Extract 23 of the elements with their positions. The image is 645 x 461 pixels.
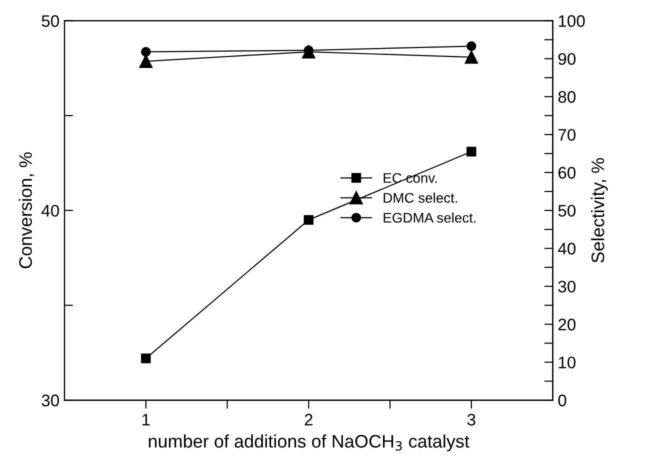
y2-tick-label: 40 — [558, 242, 576, 255]
legend-label: DMC select. — [384, 192, 457, 203]
x-tick-label: 2 — [304, 414, 312, 426]
x-tick-label: 3 — [467, 414, 476, 426]
y-tick-label: 40 — [41, 204, 59, 217]
y2-tick-label: 100 — [558, 15, 585, 27]
y-axis-title: Conversion, % — [18, 152, 34, 268]
y2-tick-label: 80 — [558, 91, 576, 103]
y2-tick-label: 20 — [558, 318, 576, 330]
y-tick-label: 30 — [42, 394, 59, 406]
y2-axis-title: Selectivity, % — [590, 158, 608, 263]
legend-label: EC conv. — [384, 173, 437, 183]
y2-tick-label: 90 — [558, 53, 576, 65]
y2-tick-label: 60 — [558, 166, 576, 179]
y2-tick-label: 30 — [558, 280, 576, 293]
y-tick-label: 50 — [42, 15, 59, 27]
x-axis-title: number of additions of NaOCH$_{3}$ catalyst — [148, 434, 470, 452]
x-tick-label: 1 — [142, 414, 150, 426]
y2-tick-label: 50 — [558, 204, 576, 217]
legend-label: EGDMA select. — [384, 212, 476, 223]
y2-tick-label: 0 — [558, 394, 566, 406]
y2-tick-label: 70 — [558, 128, 576, 141]
y2-tick-label: 10 — [558, 356, 576, 368]
